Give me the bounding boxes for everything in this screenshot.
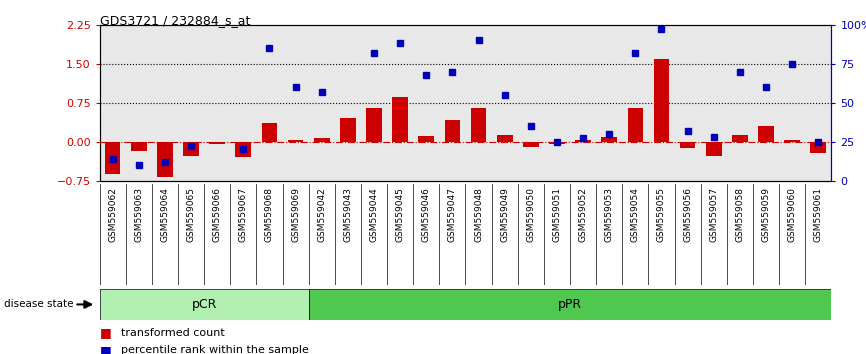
Text: GSM559059: GSM559059 bbox=[761, 187, 771, 242]
Bar bbox=[497, 135, 513, 142]
Text: pPR: pPR bbox=[558, 298, 582, 311]
Bar bbox=[785, 139, 800, 142]
Bar bbox=[131, 142, 146, 151]
Text: GSM559055: GSM559055 bbox=[657, 187, 666, 242]
Text: GSM559049: GSM559049 bbox=[501, 187, 509, 242]
Bar bbox=[680, 142, 695, 148]
Bar bbox=[236, 142, 251, 157]
Text: GSM559065: GSM559065 bbox=[186, 187, 196, 242]
Text: GSM559045: GSM559045 bbox=[396, 187, 404, 242]
Text: GSM559068: GSM559068 bbox=[265, 187, 274, 242]
Text: GSM559060: GSM559060 bbox=[788, 187, 797, 242]
Bar bbox=[308, 289, 831, 320]
Text: GSM559048: GSM559048 bbox=[474, 187, 483, 242]
Bar bbox=[184, 142, 199, 156]
Bar bbox=[732, 135, 747, 142]
Text: GSM559054: GSM559054 bbox=[630, 187, 640, 242]
Bar bbox=[549, 142, 565, 144]
Bar bbox=[523, 142, 539, 147]
Bar bbox=[575, 140, 591, 142]
Text: GSM559067: GSM559067 bbox=[239, 187, 248, 242]
Text: GSM559042: GSM559042 bbox=[317, 187, 326, 242]
Text: GSM559062: GSM559062 bbox=[108, 187, 117, 242]
Bar bbox=[313, 138, 330, 142]
Bar bbox=[105, 142, 120, 174]
Bar bbox=[601, 137, 617, 142]
Text: disease state: disease state bbox=[4, 299, 74, 309]
Text: GSM559044: GSM559044 bbox=[370, 187, 378, 242]
Bar bbox=[100, 289, 308, 320]
Bar bbox=[628, 108, 643, 142]
Bar bbox=[418, 136, 434, 142]
Bar bbox=[340, 118, 356, 142]
Bar bbox=[262, 124, 277, 142]
Text: GSM559043: GSM559043 bbox=[344, 187, 352, 242]
Text: transformed count: transformed count bbox=[121, 328, 225, 338]
Bar bbox=[157, 142, 172, 177]
Text: percentile rank within the sample: percentile rank within the sample bbox=[121, 346, 309, 354]
Text: GSM559064: GSM559064 bbox=[160, 187, 170, 242]
Text: GSM559066: GSM559066 bbox=[213, 187, 222, 242]
Text: GSM559069: GSM559069 bbox=[291, 187, 301, 242]
Text: ■: ■ bbox=[100, 344, 112, 354]
Text: GSM559063: GSM559063 bbox=[134, 187, 143, 242]
Text: GSM559056: GSM559056 bbox=[683, 187, 692, 242]
Text: GSM559050: GSM559050 bbox=[527, 187, 535, 242]
Text: GSM559058: GSM559058 bbox=[735, 187, 745, 242]
Text: GDS3721 / 232884_s_at: GDS3721 / 232884_s_at bbox=[100, 14, 250, 27]
Bar bbox=[811, 142, 826, 153]
Text: GSM559051: GSM559051 bbox=[553, 187, 561, 242]
Bar bbox=[654, 58, 669, 142]
Bar bbox=[288, 139, 303, 142]
Text: GSM559046: GSM559046 bbox=[422, 187, 430, 242]
Bar bbox=[392, 97, 408, 142]
Text: GSM559057: GSM559057 bbox=[709, 187, 718, 242]
Bar bbox=[758, 126, 774, 142]
Text: ■: ■ bbox=[100, 326, 112, 339]
Text: GSM559047: GSM559047 bbox=[448, 187, 457, 242]
Bar bbox=[444, 120, 460, 142]
Bar bbox=[210, 142, 225, 144]
Bar bbox=[706, 142, 721, 156]
Text: pCR: pCR bbox=[191, 298, 216, 311]
Bar bbox=[471, 108, 487, 142]
Text: GSM559052: GSM559052 bbox=[578, 187, 587, 242]
Bar bbox=[366, 108, 382, 142]
Text: GSM559061: GSM559061 bbox=[814, 187, 823, 242]
Text: GSM559053: GSM559053 bbox=[604, 187, 614, 242]
